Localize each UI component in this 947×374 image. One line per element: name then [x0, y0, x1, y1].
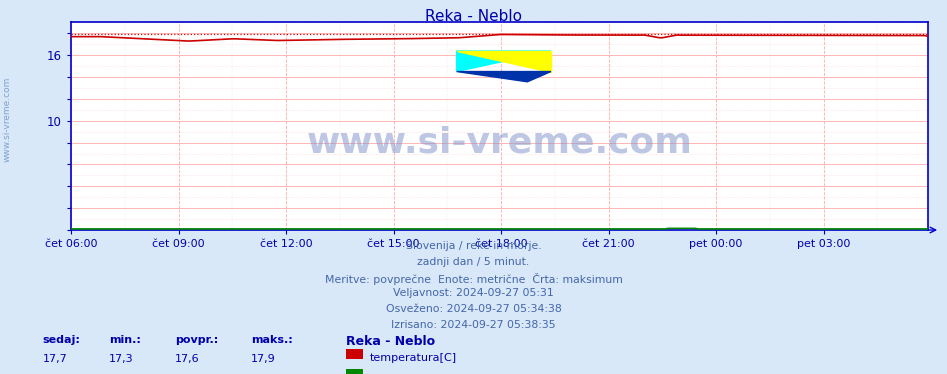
Text: min.:: min.:	[109, 335, 141, 345]
Text: Osveženo: 2024-09-27 05:34:38: Osveženo: 2024-09-27 05:34:38	[385, 304, 562, 314]
Text: 17,6: 17,6	[175, 354, 200, 364]
Text: www.si-vreme.com: www.si-vreme.com	[307, 126, 692, 160]
Text: povpr.:: povpr.:	[175, 335, 219, 345]
Text: sedaj:: sedaj:	[43, 335, 80, 345]
Text: zadnji dan / 5 minut.: zadnji dan / 5 minut.	[418, 257, 529, 267]
Text: 17,9: 17,9	[251, 354, 276, 364]
Text: Slovenija / reke in morje.: Slovenija / reke in morje.	[405, 241, 542, 251]
Text: 17,3: 17,3	[109, 354, 134, 364]
Text: temperatura[C]: temperatura[C]	[369, 353, 456, 364]
Polygon shape	[456, 71, 551, 82]
Text: Reka - Neblo: Reka - Neblo	[425, 9, 522, 24]
Text: Reka - Neblo: Reka - Neblo	[346, 335, 435, 348]
Polygon shape	[456, 51, 551, 71]
Text: Izrisano: 2024-09-27 05:38:35: Izrisano: 2024-09-27 05:38:35	[391, 320, 556, 330]
Text: Meritve: povprečne  Enote: metrične  Črta: maksimum: Meritve: povprečne Enote: metrične Črta:…	[325, 273, 622, 285]
Text: maks.:: maks.:	[251, 335, 293, 345]
Text: 17,7: 17,7	[43, 354, 67, 364]
Polygon shape	[456, 51, 551, 71]
Text: Veljavnost: 2024-09-27 05:31: Veljavnost: 2024-09-27 05:31	[393, 288, 554, 298]
Text: www.si-vreme.com: www.si-vreme.com	[3, 77, 12, 162]
